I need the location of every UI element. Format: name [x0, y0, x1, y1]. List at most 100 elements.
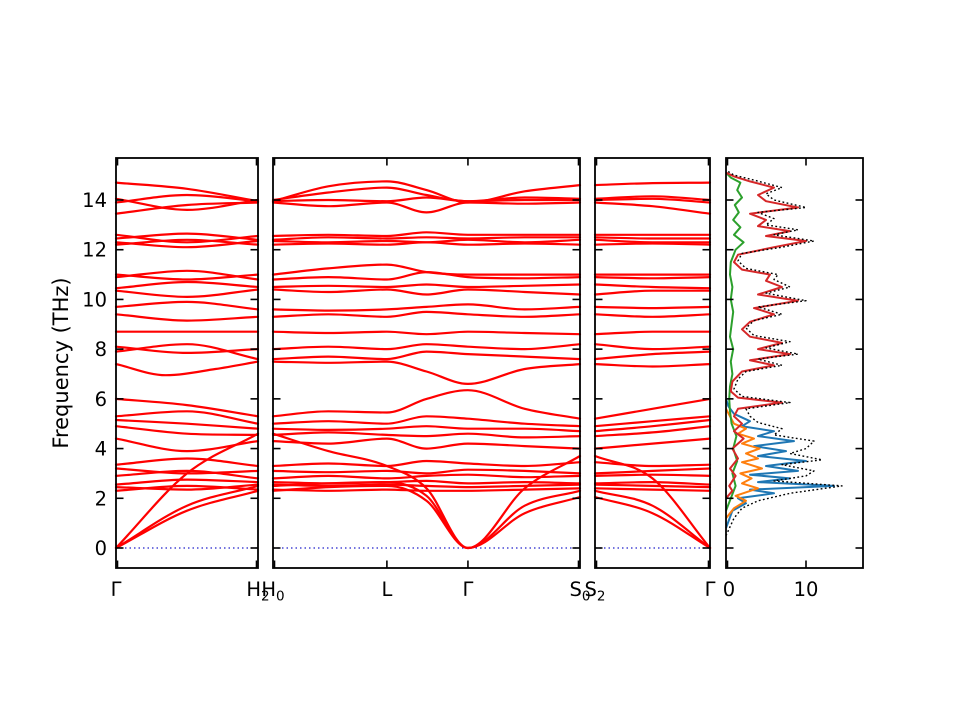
band-curve [114, 269, 260, 281]
band-curve [114, 457, 260, 468]
band-curve [114, 360, 260, 377]
band-curve [593, 330, 712, 336]
band-curve [271, 425, 582, 433]
band-curve [271, 431, 582, 439]
y-tick-label: 14 [82, 189, 107, 212]
band-curve [593, 467, 712, 475]
band-curve [271, 350, 582, 361]
band-curve [114, 300, 260, 311]
band-curve [271, 432, 582, 550]
band-curve [114, 467, 260, 475]
band-curve [114, 397, 260, 418]
band-curve [114, 437, 260, 453]
y-tick-label: 8 [95, 338, 107, 361]
axis-frame-panel-4 [725, 157, 864, 569]
x-tick-label: S0 [570, 578, 591, 605]
band-curve [593, 495, 712, 550]
y-tick-label: 6 [95, 388, 107, 411]
band-curve [114, 489, 260, 550]
band-curve [593, 487, 712, 492]
band-curve [593, 489, 712, 550]
band-curve [114, 484, 260, 550]
dos-x-tick-label: 10 [794, 578, 819, 601]
band-curve [271, 238, 582, 244]
axes-frames-and-ticks [115, 157, 864, 569]
band-curve [114, 425, 260, 436]
band-curve [271, 487, 582, 492]
dos-curves [725, 169, 843, 536]
band-curve [271, 468, 582, 475]
band-curve [114, 280, 260, 290]
band-curve [271, 389, 582, 420]
band-curve [593, 480, 712, 486]
dos-curve-pdos-red [725, 171, 807, 499]
band-curve [114, 273, 260, 281]
band-curve [593, 283, 712, 290]
dos-curve-pdos-orange [725, 408, 763, 519]
band-curve [593, 350, 712, 361]
band-curve [114, 478, 260, 486]
x-tick-label: H0 [261, 578, 284, 605]
y-tick-label: 2 [95, 487, 107, 510]
x-tick-label: Γ [463, 578, 474, 601]
band-curve [114, 410, 260, 425]
band-curve [593, 483, 712, 489]
band-curve [271, 459, 582, 468]
y-tick-label: 10 [82, 288, 107, 311]
band-curve [114, 181, 260, 203]
band-curve [271, 283, 582, 289]
band-curve [271, 484, 582, 550]
band-curve [114, 239, 260, 249]
band-curve [593, 437, 712, 450]
band-curve [593, 343, 712, 351]
band-curves [114, 180, 712, 550]
y-tick-label: 0 [95, 537, 107, 560]
y-tick-label: 12 [82, 239, 107, 262]
axis-frame-panel-1 [115, 157, 259, 569]
band-curve [271, 186, 582, 203]
band-curve [271, 231, 582, 238]
band-curve [114, 197, 260, 212]
band-curve [271, 480, 582, 550]
band-curve [114, 345, 260, 355]
band-curve [114, 233, 260, 244]
band-curve [593, 197, 712, 204]
band-curve [593, 242, 712, 246]
band-curve [593, 238, 712, 244]
band-curve [593, 461, 712, 468]
band-curve [593, 289, 712, 296]
band-curve [593, 305, 712, 310]
band-curve [593, 415, 712, 428]
band-curve [271, 483, 582, 489]
band-curve [114, 193, 260, 204]
band-curve [593, 201, 712, 215]
band-curve [271, 288, 582, 296]
band-curve [271, 180, 582, 204]
x-tick-label: S2 [585, 578, 606, 605]
band-curve [271, 236, 582, 241]
band-curve [114, 343, 260, 361]
band-curve [271, 473, 582, 480]
band-curve [114, 418, 260, 430]
x-tick-label: Γ [705, 578, 716, 601]
band-curve [271, 415, 582, 428]
band-curve [271, 201, 582, 214]
band-curve [593, 181, 712, 187]
band-curve [114, 483, 260, 491]
band-curve [593, 397, 712, 420]
band-curve [593, 195, 712, 202]
band-curve [271, 360, 582, 386]
dos-curve-dos-total [725, 169, 843, 536]
band-curve [114, 469, 260, 480]
dos-curve-pdos-green [725, 172, 745, 512]
band-curve [271, 270, 582, 281]
band-curve [593, 454, 712, 550]
band-curve [271, 196, 582, 203]
band-curve [593, 276, 712, 280]
y-axis-label: Frequency (THz) [49, 277, 73, 448]
x-tick-label: H2 [246, 578, 269, 605]
dos-curve-pdos-blue [725, 398, 835, 529]
